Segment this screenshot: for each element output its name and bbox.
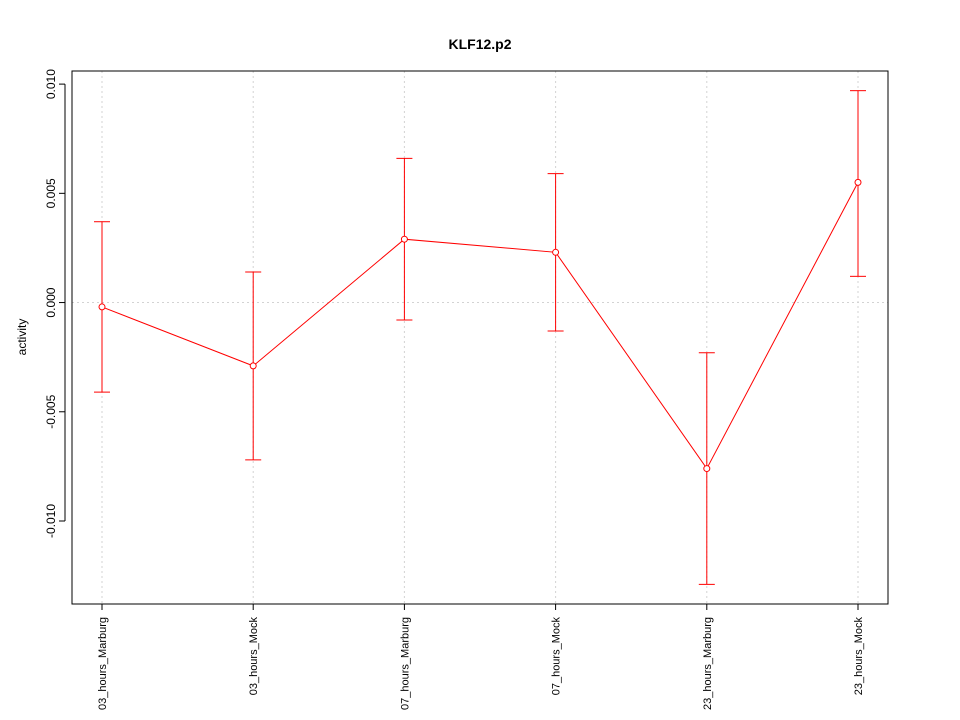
x-tick-label: 07_hours_Marburg <box>399 617 411 710</box>
x-tick-label: 23_hours_Mock <box>853 617 865 696</box>
axes: -0.010 -0.005 0.000 0.005 0.010 03_hours_Marb… <box>44 69 865 710</box>
data-point <box>98 303 106 311</box>
y-tick-label: -0.010 <box>44 504 58 538</box>
y-tick-label: 0.000 <box>44 287 58 317</box>
x-tick-label: 03_hours_Mock <box>248 617 260 696</box>
data-point <box>400 235 408 243</box>
plot-frame <box>71 70 889 605</box>
x-tick-label: 23_hours_Marburg <box>702 617 714 710</box>
data-series <box>94 90 866 585</box>
series-line <box>101 182 859 470</box>
x-tick-label: 07_hours_Mock <box>551 617 563 696</box>
y-tick-label: -0.005 <box>44 394 58 428</box>
y-tick-label: 0.010 <box>44 69 58 99</box>
data-point <box>552 248 560 256</box>
grid <box>72 71 888 604</box>
x-tick-label: 03_hours_Marburg <box>97 617 109 710</box>
data-point <box>854 178 862 186</box>
data-point <box>703 465 711 473</box>
y-axis-label: activity <box>15 319 29 356</box>
y-tick-label: 0.005 <box>44 178 58 208</box>
chart-title: KLF12.p2 <box>448 36 511 52</box>
data-point <box>249 362 257 370</box>
